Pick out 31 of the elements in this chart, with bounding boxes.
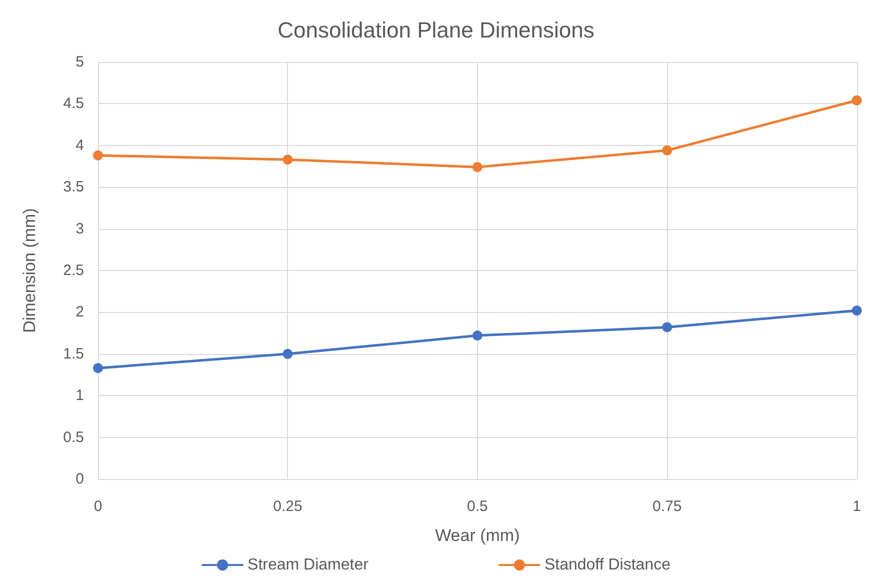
- point: [852, 306, 862, 316]
- point: [93, 150, 103, 160]
- y-tick-label: 4.5: [63, 95, 84, 112]
- chart-title: Consolidation Plane Dimensions: [278, 18, 594, 42]
- y-tick-label: 2.5: [63, 262, 84, 279]
- point: [93, 363, 103, 374]
- legend-label: Stream Diameter: [248, 556, 370, 574]
- legend-label: Standoff Distance: [544, 556, 671, 574]
- y-tick-label: 3: [76, 220, 84, 238]
- x-tick-label: 0: [94, 498, 102, 515]
- x-tick-label: 0.25: [273, 498, 302, 515]
- x-axis-title: Wear (mm): [435, 526, 520, 545]
- point: [282, 348, 293, 359]
- y-tick-label: 0: [76, 470, 84, 488]
- y-tick-label: 3.5: [63, 178, 84, 196]
- y-tick-label: 1.5: [63, 345, 84, 362]
- y-tick-label: 4: [76, 136, 84, 154]
- y-tick-label: 2: [76, 304, 84, 321]
- point: [662, 322, 672, 332]
- point: [662, 145, 672, 156]
- point: [472, 162, 482, 172]
- x-tick-label: 1: [852, 498, 861, 515]
- y-tick-label: 1: [76, 387, 84, 404]
- point: [472, 330, 482, 341]
- y-tick-label: 5: [76, 54, 84, 70]
- point: [852, 95, 862, 106]
- y-axis-title: Dimension (mm): [20, 208, 39, 333]
- point: [282, 154, 293, 165]
- x-tick-label: 0.5: [466, 498, 488, 515]
- x-tick-label: 0.75: [652, 498, 682, 515]
- y-tick-label: 0.5: [63, 428, 84, 446]
